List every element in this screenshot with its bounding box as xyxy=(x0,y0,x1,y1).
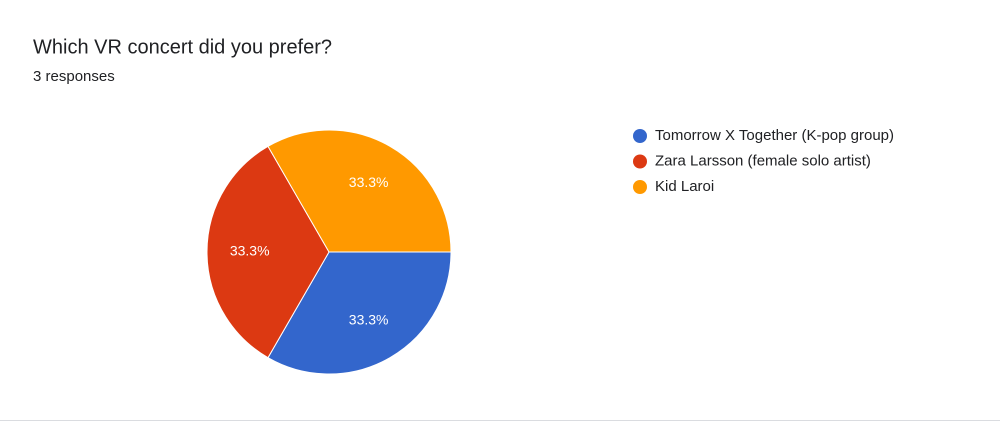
legend-label: Kid Laroi xyxy=(655,178,714,195)
pie-slice xyxy=(267,129,452,253)
legend-marker xyxy=(633,154,647,169)
legend-label: Zara Larsson (female solo artist) xyxy=(655,152,871,169)
legend-label: Tomorrow X Together (K-pop group) xyxy=(655,127,894,144)
legend-marker xyxy=(633,129,647,143)
pie-slice xyxy=(267,251,452,375)
legend-marker xyxy=(633,180,647,194)
chart-subtitle: 3 responses xyxy=(33,68,115,85)
slice-label: 33.3% xyxy=(230,243,270,259)
slice-label: 33.3% xyxy=(349,311,389,327)
chart-title: Which VR concert did you prefer? xyxy=(33,36,332,58)
slice-label: 33.3% xyxy=(349,174,389,190)
